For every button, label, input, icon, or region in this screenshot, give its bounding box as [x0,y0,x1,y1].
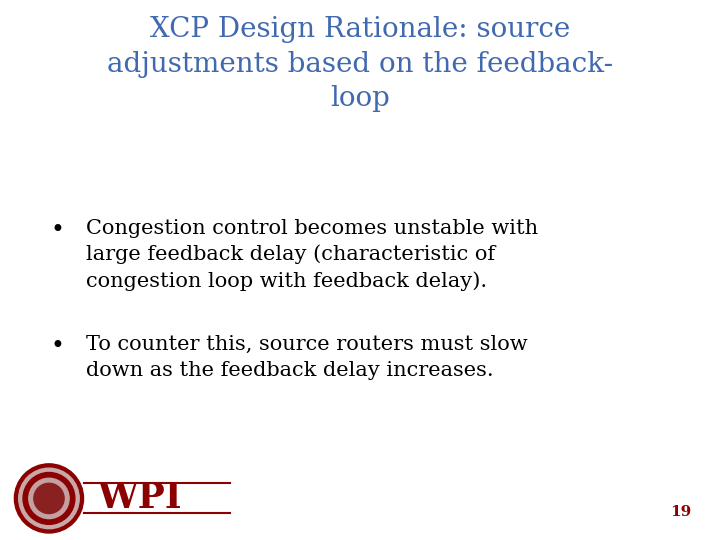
Ellipse shape [29,478,69,518]
Text: WPI: WPI [97,482,182,515]
Ellipse shape [19,468,79,529]
Text: Congestion control becomes unstable with
large feedback delay (characteristic of: Congestion control becomes unstable with… [86,219,539,291]
Text: •: • [50,219,64,242]
Ellipse shape [23,472,75,524]
Ellipse shape [34,483,64,514]
Text: XCP Design Rationale: source
adjustments based on the feedback-
loop: XCP Design Rationale: source adjustments… [107,16,613,112]
Text: •: • [50,335,64,358]
Text: 19: 19 [670,505,691,519]
Ellipse shape [14,464,84,533]
Text: To counter this, source routers must slow
down as the feedback delay increases.: To counter this, source routers must slo… [86,335,528,380]
